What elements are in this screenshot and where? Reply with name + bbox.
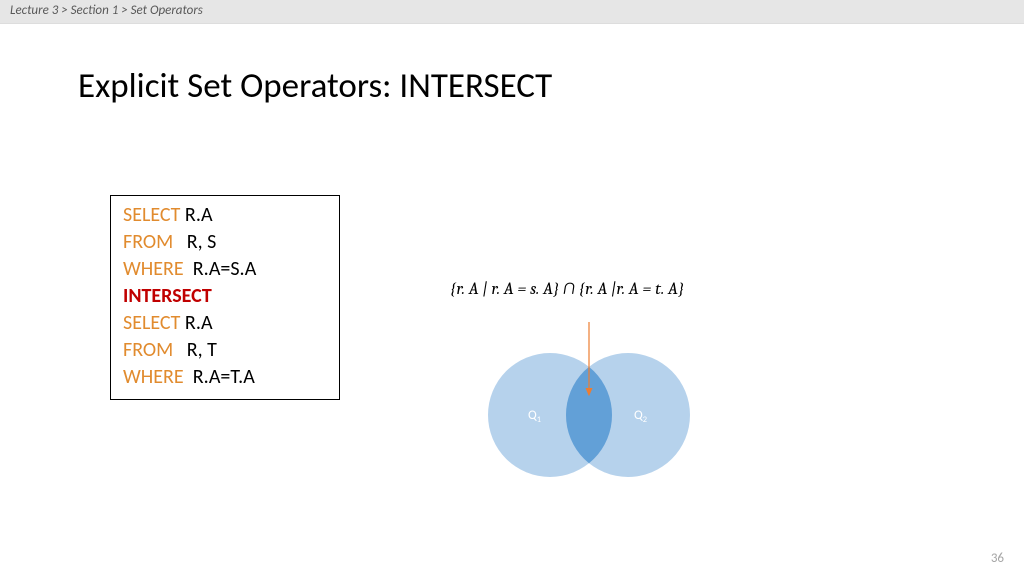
sql-line-5: SELECT R.A xyxy=(123,310,327,337)
sql-code-box: SELECT R.A FROM R, S WHERE R.A=S.A INTER… xyxy=(110,195,340,400)
kw-select: SELECT xyxy=(123,203,180,227)
kw-intersect: INTERSECT xyxy=(123,284,212,308)
sql-line-3: WHERE R.A=S.A xyxy=(123,256,327,283)
kw-where: WHERE xyxy=(123,365,184,389)
sql-line-1: SELECT R.A xyxy=(123,202,327,229)
sql-line-6: FROM R, T xyxy=(123,337,327,364)
kw-from: FROM xyxy=(123,338,173,362)
kw-from: FROM xyxy=(123,230,173,254)
sql-text: R.A xyxy=(180,203,212,227)
sql-text: R.A xyxy=(180,311,212,335)
breadcrumb: Lecture 3 > Section 1 > Set Operators xyxy=(0,0,1024,24)
sql-text: R, T xyxy=(173,338,217,362)
sql-line-7: WHERE R.A=T.A xyxy=(123,364,327,391)
sql-text: R, S xyxy=(173,230,216,254)
sql-text: R.A=S.A xyxy=(184,257,257,281)
sql-line-2: FROM R, S xyxy=(123,229,327,256)
page-number: 36 xyxy=(991,551,1004,566)
set-formula: {r. A | r. A = s. A} ∩ {r. A |r. A = t. … xyxy=(450,280,684,299)
slide-title: Explicit Set Operators: INTERSECT xyxy=(78,65,552,107)
sql-text: R.A=T.A xyxy=(184,365,255,389)
kw-select: SELECT xyxy=(123,311,180,335)
venn-diagram: Q1 Q2 xyxy=(450,320,730,490)
sql-line-4: INTERSECT xyxy=(123,283,327,310)
kw-where: WHERE xyxy=(123,257,184,281)
